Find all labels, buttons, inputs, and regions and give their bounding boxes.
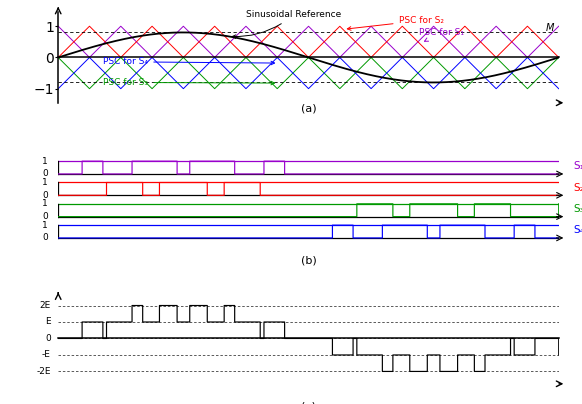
Text: S₄: S₄ — [574, 225, 582, 235]
Text: 1: 1 — [42, 199, 48, 208]
Text: PSC for S₁: PSC for S₁ — [418, 28, 464, 41]
Text: -2E: -2E — [36, 367, 51, 376]
Text: 1: 1 — [42, 221, 48, 229]
Text: PSC for S₂: PSC for S₂ — [347, 16, 443, 30]
Text: S₂: S₂ — [574, 183, 582, 193]
Text: 2E: 2E — [40, 301, 51, 310]
Text: 0: 0 — [42, 191, 48, 200]
Text: 1: 1 — [42, 157, 48, 166]
Text: (b): (b) — [300, 255, 317, 265]
Text: PSC for S₄: PSC for S₄ — [103, 57, 275, 66]
Text: Sinusoidal Reference: Sinusoidal Reference — [232, 11, 341, 38]
Text: (a): (a) — [301, 103, 316, 113]
Text: S₃: S₃ — [574, 204, 582, 214]
Text: S₁: S₁ — [574, 161, 582, 171]
Text: E: E — [45, 318, 51, 326]
Text: M: M — [545, 23, 553, 33]
Text: PSC for S₃: PSC for S₃ — [103, 78, 275, 87]
Text: -E: -E — [42, 350, 51, 360]
Text: (c): (c) — [301, 401, 316, 404]
Text: 0: 0 — [42, 212, 48, 221]
Text: 1: 1 — [42, 178, 48, 187]
Text: 0: 0 — [42, 234, 48, 242]
Text: 0: 0 — [42, 169, 48, 179]
Text: 0: 0 — [45, 334, 51, 343]
